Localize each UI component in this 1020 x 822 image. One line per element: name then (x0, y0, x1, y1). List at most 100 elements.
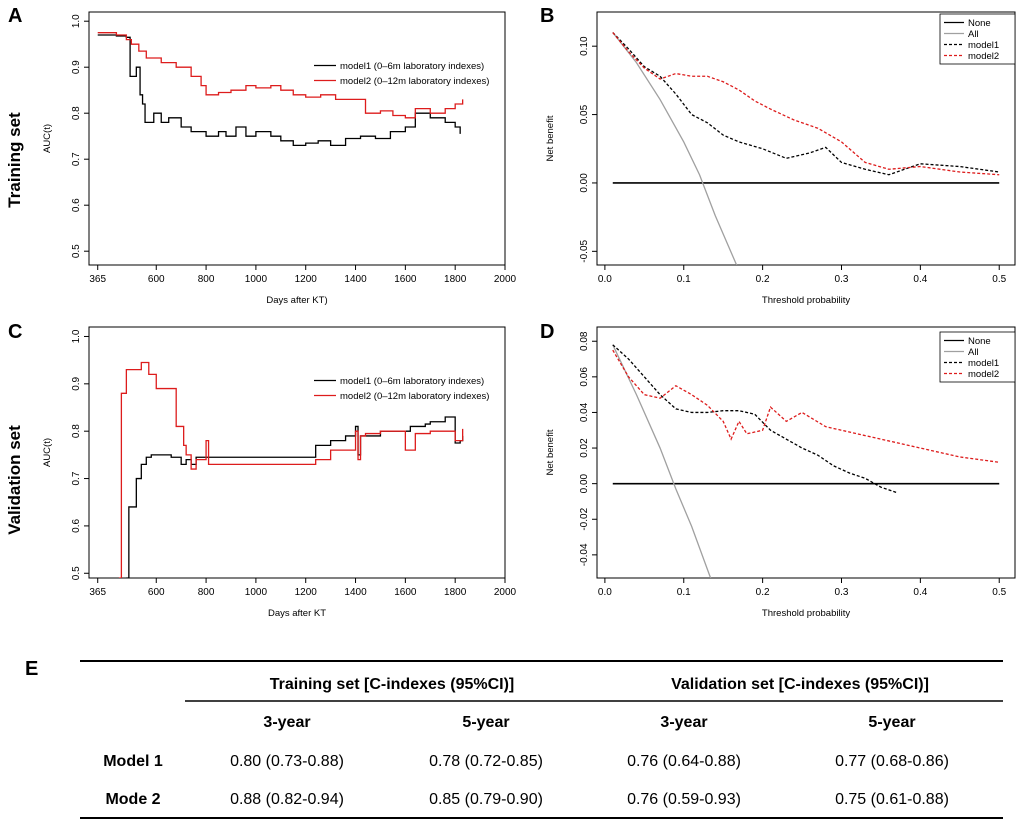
table-cell: 0.78 (0.72-0.85) (429, 753, 543, 770)
table-subheader: 3-year (263, 714, 310, 731)
table-row-label: Mode 2 (105, 791, 160, 808)
legend-label: model2 (968, 51, 999, 62)
table-cell: 0.80 (0.73-0.88) (230, 753, 344, 770)
series-line-model1 (612, 344, 897, 494)
x-tick-label: 0.3 (835, 587, 849, 598)
legend-label: All (968, 347, 979, 358)
legend-label: model1 (968, 358, 999, 369)
table-subheader: 5-year (868, 714, 915, 731)
x-tick-label: 0.1 (677, 274, 691, 285)
x-tick-label: 1200 (295, 587, 318, 598)
x-tick-label: 1600 (394, 587, 417, 598)
x-axis-title: Threshold probability (762, 295, 850, 306)
y-tick-label: 0.05 (579, 104, 590, 124)
y-tick-label: 0.00 (579, 473, 590, 493)
legend-label: None (968, 336, 991, 347)
series-layer (97, 32, 464, 147)
plot-frame (596, 326, 1016, 579)
legend: model1 (0–6m laboratory indexes) model2 (… (314, 61, 489, 87)
x-tick-label: 1600 (394, 274, 417, 285)
legend: model1 (0–6m laboratory indexes) model2 (… (314, 376, 489, 402)
legend-label: model1 (0–6m laboratory indexes) (340, 376, 484, 387)
table-group-header-validation: Validation set [C-indexes (95%CI)] (671, 676, 929, 693)
x-tick-label: 365 (89, 587, 106, 598)
x-tick-label: 600 (148, 587, 165, 598)
y-tick-label: 0.10 (579, 36, 590, 56)
series-layer (612, 344, 1000, 578)
y-tick-label: 0.6 (71, 198, 82, 212)
x-tick-label: 600 (148, 274, 165, 285)
legend-label: model1 (0–6m laboratory indexes) (340, 61, 484, 72)
y-tick-label: 0.04 (579, 402, 590, 422)
x-tick-label: 0.1 (677, 587, 691, 598)
table-cell: 0.76 (0.64-0.88) (627, 753, 741, 770)
series-line-model2 (612, 349, 1000, 463)
panel-letter-c: C (8, 321, 22, 343)
panel-letter-a: A (8, 5, 22, 27)
y-tick-label: 0.02 (579, 438, 590, 458)
series-line-model2 (118, 361, 464, 578)
y-tick-label: 0.8 (71, 424, 82, 438)
y-axis-title: AUC(t) (42, 438, 53, 467)
x-tick-label: 1200 (295, 274, 318, 285)
y-tick-label: 0.9 (71, 60, 82, 74)
legend-label: model2 (0–12m laboratory indexes) (340, 391, 489, 402)
x-tick-label: 0.0 (598, 587, 612, 598)
x-tick-label: 800 (198, 274, 215, 285)
x-tick-label: 0.2 (756, 587, 770, 598)
y-tick-label: 1.0 (71, 14, 82, 28)
x-tick-label: 1400 (344, 274, 367, 285)
y-axis-title: Net benefit (545, 429, 556, 475)
y-tick-label: 0.00 (579, 173, 590, 193)
plot-frame (596, 11, 1016, 266)
x-tick-label: 1800 (444, 587, 467, 598)
chart-d-validation-dca: 0.0 0.1 0.2 0.3 0.4 0.5 -0.04 -0.02 0.00 0.02 0.04… (545, 326, 1016, 619)
x-tick-label: 0.4 (913, 587, 927, 598)
series-line-model1 (612, 32, 1000, 176)
table-cell: 0.85 (0.79-0.90) (429, 791, 543, 808)
x-axis-title: Days after KT (268, 608, 326, 619)
table-cell: 0.88 (0.82-0.94) (230, 791, 344, 808)
x-axis-title: Days after KT) (266, 295, 327, 306)
series-line-all (612, 32, 738, 265)
y-tick-label: 0.5 (71, 566, 82, 580)
side-label-validation: Validation set (5, 425, 24, 535)
chart-c-validation-auc: 365 600 800 1000 1200 1400 1600 1800 2000 0.5 0.6 0… (42, 326, 517, 619)
x-tick-label: 1400 (344, 587, 367, 598)
y-tick-label: 0.5 (71, 244, 82, 258)
x-tick-label: 0.0 (598, 274, 612, 285)
series-layer (612, 32, 1000, 265)
panel-letter-e: E (25, 658, 38, 680)
x-tick-label: 1800 (444, 274, 467, 285)
y-tick-label: -0.04 (579, 543, 590, 566)
table-subheader: 5-year (462, 714, 509, 731)
legend-label: model1 (968, 40, 999, 51)
table-group-header-training: Training set [C-indexes (95%CI)] (270, 676, 515, 693)
x-tick-label: 2000 (494, 587, 517, 598)
x-axis-title: Threshold probability (762, 608, 850, 619)
y-tick-label: -0.02 (579, 507, 590, 530)
legend-label: model2 (0–12m laboratory indexes) (340, 76, 489, 87)
y-axis-title: Net benefit (545, 115, 556, 161)
legend-label: None (968, 18, 991, 29)
y-axis-title: AUC(t) (42, 124, 53, 153)
x-tick-label: 0.5 (992, 274, 1006, 285)
plot-frame (88, 326, 506, 579)
x-tick-label: 800 (198, 587, 215, 598)
series-line-model2 (612, 32, 1000, 176)
panel-letter-d: D (540, 321, 554, 343)
x-tick-label: 0.4 (913, 274, 927, 285)
chart-b-training-dca: 0.0 0.1 0.2 0.3 0.4 0.5 -0.05 0.00 0.05 0.10 Thres… (545, 11, 1016, 306)
c-index-table: Training set [C-indexes (95%CI)] Validat… (80, 660, 1003, 819)
chart-a-training-auc: 365 600 800 1000 1200 1400 1600 1800 2000 0.5 0.6 0… (42, 11, 517, 306)
x-tick-label: 1000 (245, 274, 268, 285)
x-tick-label: 0.2 (756, 274, 770, 285)
series-line-model1 (97, 34, 461, 147)
y-tick-label: -0.05 (579, 239, 590, 262)
series-layer (118, 361, 464, 578)
y-tick-label: 0.6 (71, 519, 82, 533)
series-line-model2 (97, 32, 464, 119)
